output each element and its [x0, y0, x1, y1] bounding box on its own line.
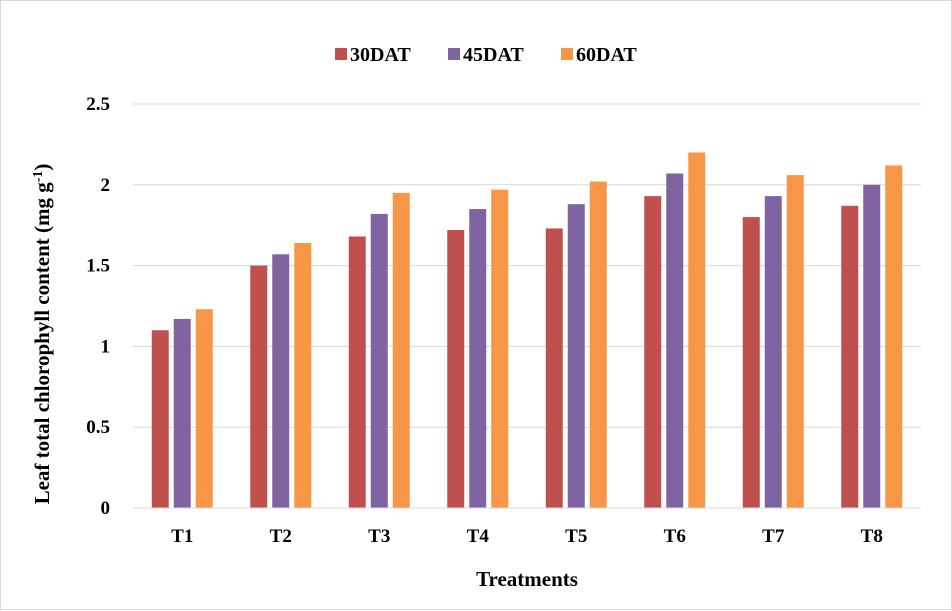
bar-60DAT-T3 — [392, 192, 410, 508]
bar-30DAT-T8 — [841, 205, 859, 509]
legend-swatch-30DAT — [335, 48, 347, 60]
bar-45DAT-T1 — [173, 318, 191, 508]
y-axis-title-end: ) — [30, 164, 54, 171]
bar-30DAT-T4 — [447, 230, 465, 508]
bar-30DAT-T2 — [250, 265, 268, 508]
x-tick-label: T1 — [171, 526, 193, 547]
y-tick-label: 2.5 — [86, 94, 110, 115]
legend-label-30DAT: 30DAT — [350, 44, 411, 66]
bar-30DAT-T3 — [348, 236, 366, 508]
x-tick-labels: T1 T2 T3 T4 T5 T6 T7 T8 — [171, 526, 883, 547]
bar-30DAT-T1 — [151, 330, 169, 508]
x-tick-label: T6 — [664, 526, 686, 547]
bar-45DAT-T2 — [272, 254, 290, 508]
bar-60DAT-T8 — [885, 165, 903, 508]
bar-30DAT-T5 — [545, 228, 563, 508]
y-tick-label: 2 — [101, 175, 111, 196]
x-tick-label: T2 — [270, 526, 292, 547]
y-tick-label: 0 — [101, 498, 111, 519]
bar-45DAT-T6 — [666, 173, 684, 508]
legend-label-45DAT: 45DAT — [463, 44, 524, 66]
legend-swatch-60DAT — [561, 48, 573, 60]
legend: 30DAT 45DAT 60DAT — [335, 44, 637, 66]
bar-60DAT-T7 — [786, 175, 804, 508]
legend-swatch-45DAT — [448, 48, 460, 60]
bar-45DAT-T5 — [567, 204, 585, 508]
x-tick-label: T3 — [368, 526, 390, 547]
legend-label-60DAT: 60DAT — [576, 44, 637, 66]
x-tick-label: T8 — [861, 526, 883, 547]
y-axis-title: Leaf total chlorophyll content (mg g-1) — [30, 164, 54, 505]
x-tick-label: T7 — [762, 526, 785, 547]
y-tick-labels: 0 0.5 1 1.5 2 2.5 — [86, 94, 110, 519]
bar-45DAT-T7 — [764, 196, 782, 508]
bar-60DAT-T4 — [491, 189, 509, 508]
bar-45DAT-T8 — [863, 184, 881, 509]
bar-45DAT-T4 — [469, 209, 487, 509]
bar-60DAT-T2 — [294, 242, 312, 508]
bars — [151, 152, 903, 509]
x-tick-label: T4 — [467, 526, 490, 547]
bar-45DAT-T3 — [370, 213, 388, 508]
y-tick-label: 1 — [101, 336, 111, 357]
bar-60DAT-T1 — [195, 309, 213, 508]
y-axis-title-sup: -1 — [31, 171, 46, 183]
x-axis-title: Treatments — [476, 567, 578, 591]
x-tick-label: T5 — [565, 526, 587, 547]
bar-60DAT-T5 — [589, 181, 607, 508]
bar-30DAT-T7 — [742, 217, 760, 508]
y-tick-label: 0.5 — [86, 417, 110, 438]
y-axis-title-main: Leaf total chlorophyll content (mg g — [30, 182, 54, 505]
bar-60DAT-T6 — [688, 152, 706, 509]
y-tick-label: 1.5 — [86, 256, 110, 277]
bar-30DAT-T6 — [644, 196, 662, 508]
